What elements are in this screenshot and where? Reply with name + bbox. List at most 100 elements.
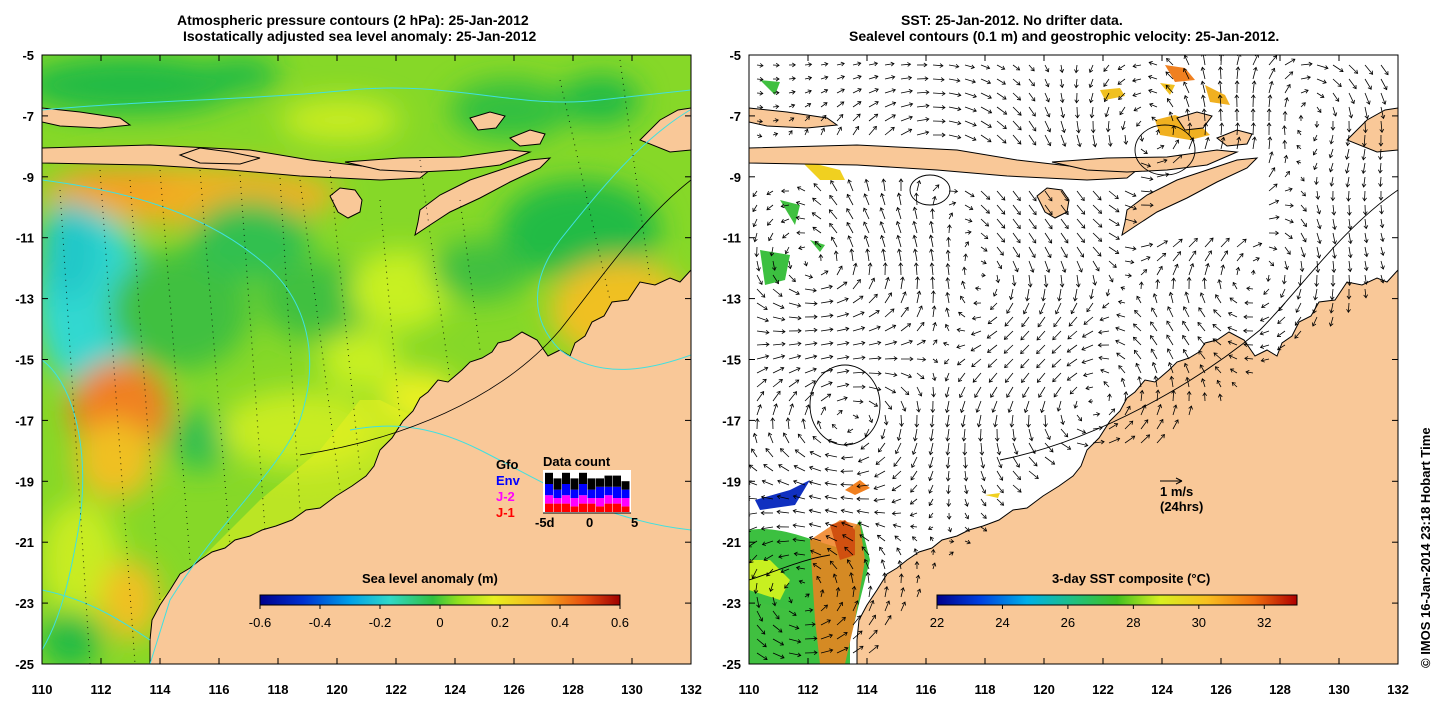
velocity-vector (1332, 260, 1335, 273)
velocity-vector-head (826, 619, 831, 624)
velocity-vector (772, 260, 776, 271)
velocity-vector-head (753, 238, 758, 243)
velocity-vector-head (1078, 417, 1083, 422)
velocity-vector-head (816, 420, 822, 425)
velocity-vector (809, 481, 822, 486)
velocity-vector (1170, 376, 1174, 388)
x-tick-label: 122 (385, 682, 407, 697)
velocity-vector (756, 610, 763, 622)
velocity-vector (836, 101, 845, 108)
velocity-vector-head (928, 501, 933, 507)
scale-label-time: (24hrs) (1160, 499, 1203, 514)
velocity-vector-head (832, 573, 838, 578)
velocity-vector-head (1155, 389, 1161, 394)
velocity-vector (874, 498, 886, 501)
velocity-vector (1213, 309, 1222, 318)
velocity-vector (1220, 264, 1224, 276)
velocity-vector-head (756, 604, 761, 609)
velocity-vector-head (785, 417, 791, 422)
velocity-vector (1092, 218, 1103, 228)
velocity-vector (1332, 92, 1340, 102)
velocity-vector (964, 241, 969, 248)
velocity-vector (1060, 92, 1064, 103)
velocity-vector (1332, 232, 1336, 244)
velocity-vector-head (956, 361, 962, 366)
velocity-vector-head (796, 367, 801, 372)
velocity-vector (793, 480, 806, 486)
velocity-vector (1185, 291, 1190, 304)
velocity-vector-head (987, 363, 992, 368)
velocity-vector-head (1151, 307, 1156, 312)
velocity-vector-head (893, 462, 898, 467)
velocity-vector (1124, 218, 1137, 223)
velocity-vector (1036, 358, 1046, 368)
velocity-vector (751, 448, 758, 458)
velocity-vector-head (1103, 82, 1108, 87)
velocity-vector-head (1159, 418, 1164, 424)
velocity-vector (1036, 330, 1046, 341)
velocity-vector (1081, 344, 1094, 351)
velocity-vector-head (1250, 108, 1256, 113)
velocity-vector-head (1316, 210, 1322, 215)
velocity-vector-head (1200, 66, 1206, 71)
velocity-vector-head (1218, 66, 1223, 71)
velocity-vector (988, 372, 998, 383)
velocity-vector (1172, 390, 1175, 402)
velocity-vector (1004, 330, 1014, 340)
velocity-vector-head (1276, 333, 1282, 338)
left-land-timor (414, 157, 552, 237)
velocity-vector (1012, 120, 1022, 131)
velocity-vector (1038, 386, 1046, 398)
velocity-vector (946, 307, 950, 318)
velocity-vector-head (1096, 412, 1101, 417)
velocity-vector (868, 278, 875, 290)
velocity-vector-head (1275, 230, 1280, 236)
velocity-vector (804, 129, 808, 136)
velocity-vector-head (1085, 385, 1090, 391)
x-tick-label: 120 (326, 682, 348, 697)
velocity-vector-head (1205, 262, 1210, 268)
velocity-vector-head (1131, 435, 1136, 440)
velocity-vector-head (1347, 254, 1353, 259)
velocity-vector-head (1155, 279, 1160, 284)
velocity-vector-head (1168, 361, 1173, 367)
velocity-vector-head (883, 421, 889, 426)
velocity-vector-head (856, 509, 861, 514)
velocity-vector-head (1047, 142, 1052, 147)
velocity-vector-head (1366, 100, 1371, 105)
velocity-vector-head (874, 88, 879, 93)
velocity-vector-head (1054, 310, 1060, 315)
velocity-vector (848, 235, 854, 248)
velocity-vector (752, 568, 758, 579)
velocity-vector (783, 432, 790, 444)
velocity-vector (820, 285, 833, 290)
velocity-vector-head (840, 495, 845, 501)
velocity-vector (1116, 352, 1126, 360)
velocity-vector-head (824, 75, 829, 80)
velocity-vector-head (986, 195, 991, 200)
velocity-vector-head (1052, 336, 1057, 341)
velocity-vector (1055, 302, 1062, 315)
velocity-vector (1364, 190, 1366, 201)
velocity-vector (1346, 176, 1350, 187)
velocity-vector (858, 522, 870, 528)
velocity-vector (988, 316, 998, 325)
velocity-vector-head (1251, 80, 1257, 85)
left-title-line1: Atmospheric pressure contours (2 hPa): 2… (177, 12, 529, 28)
velocity-vector-head (928, 489, 933, 494)
velocity-vector-head (1059, 283, 1065, 288)
velocity-vector-head (1201, 94, 1206, 99)
velocity-vector (836, 370, 849, 374)
velocity-vector-head (1285, 170, 1290, 176)
velocity-vector-head (897, 248, 902, 253)
velocity-vector-head (1229, 297, 1234, 302)
velocity-vector (756, 78, 763, 80)
velocity-vector (1098, 330, 1110, 334)
velocity-vector-head (1099, 317, 1104, 322)
velocity-vector (825, 482, 838, 486)
velocity-vector (852, 646, 864, 654)
velocity-vector (820, 356, 833, 360)
velocity-vector-head (1166, 57, 1171, 63)
velocity-vector-head (1182, 348, 1187, 354)
velocity-vector (928, 526, 934, 530)
